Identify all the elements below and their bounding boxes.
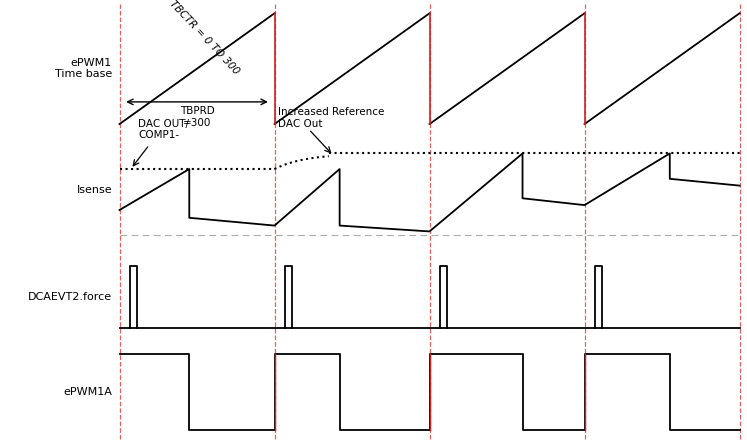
Text: DAC OUT/
COMP1-: DAC OUT/ COMP1- xyxy=(138,119,189,140)
Text: TBCTR = 0 TO 300: TBCTR = 0 TO 300 xyxy=(168,0,241,77)
Text: Isense: Isense xyxy=(76,186,112,195)
Text: ePWM1
Time base: ePWM1 Time base xyxy=(55,58,112,79)
Text: DCAEVT2.force: DCAEVT2.force xyxy=(28,292,112,302)
Text: ePWM1A: ePWM1A xyxy=(63,387,112,397)
Text: Increased Reference
DAC Out: Increased Reference DAC Out xyxy=(278,108,384,129)
Text: TBPRD
=300: TBPRD =300 xyxy=(179,106,214,128)
